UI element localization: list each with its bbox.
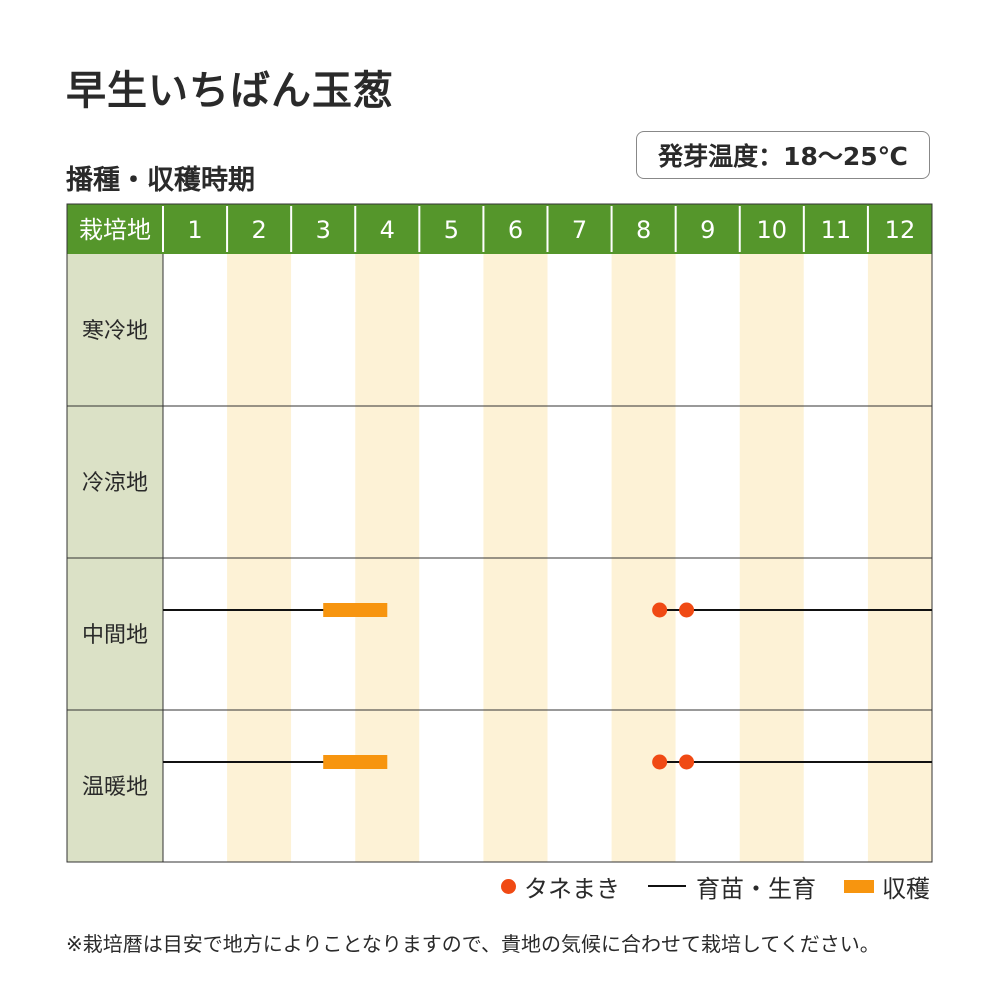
- legend-item-sowing: タネまき: [501, 869, 620, 904]
- header-region-label: 栽培地: [79, 216, 151, 244]
- legend-harvest-label: 収穫: [882, 874, 930, 903]
- legend-sowing-label: タネまき: [524, 874, 620, 903]
- sowing-point: [679, 602, 695, 618]
- chart-legend: タネまき 育苗・生育 収穫: [473, 869, 930, 903]
- sowing-point: [679, 754, 695, 770]
- chart-subtitle: 播種・収穫時期: [66, 165, 255, 196]
- month-label-12: 12: [885, 216, 916, 244]
- table-border: [66, 203, 933, 863]
- month-label-8: 8: [636, 216, 651, 244]
- header-row-background: [67, 204, 932, 254]
- month-label-7: 7: [572, 216, 587, 244]
- month-label-2: 2: [251, 216, 266, 244]
- month-label-3: 3: [316, 216, 331, 244]
- legend-growing-label: 育苗・生育: [696, 874, 816, 903]
- region-label: 温暖地: [82, 775, 148, 800]
- region-label: 冷涼地: [82, 471, 148, 496]
- harvest-bar: [323, 755, 388, 769]
- month-label-6: 6: [508, 216, 523, 244]
- legend-item-growing: 育苗・生育: [648, 869, 816, 904]
- sowing-dot-icon: [501, 878, 516, 894]
- month-label-5: 5: [444, 216, 459, 244]
- region-label: 中間地: [82, 623, 148, 648]
- growing-line-icon: [648, 885, 686, 887]
- sowing-point: [652, 754, 668, 770]
- page-title: 早生いちばん玉葱: [66, 68, 394, 114]
- month-label-9: 9: [700, 216, 715, 244]
- harvest-bar-icon: [844, 879, 874, 893]
- footnote: ※栽培暦は目安で地方によりことなりますので、貴地の気候に合わせて栽培してください…: [66, 932, 880, 956]
- month-label-4: 4: [380, 216, 395, 244]
- month-label-10: 10: [757, 216, 788, 244]
- harvest-bar: [323, 603, 388, 617]
- legend-item-harvest: 収穫: [844, 869, 930, 904]
- sowing-point: [652, 602, 668, 618]
- region-label: 寒冷地: [82, 319, 148, 344]
- month-label-11: 11: [821, 216, 852, 244]
- germination-temperature-text: 発芽温度：18～25℃: [658, 142, 908, 171]
- month-label-1: 1: [187, 216, 202, 244]
- germination-temperature-badge: 発芽温度：18～25℃: [636, 131, 930, 179]
